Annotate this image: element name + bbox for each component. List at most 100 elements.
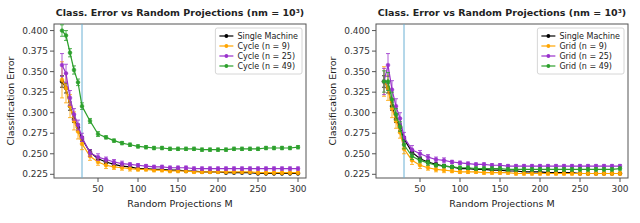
error-bar (546, 168, 550, 171)
y-tick (372, 153, 376, 154)
x-tick-label: 100 (129, 184, 146, 194)
y-tick (50, 174, 54, 175)
error-cap (76, 129, 80, 130)
error-bar (538, 172, 542, 175)
x-tick (178, 178, 179, 182)
y-tick-label: 0.350 (22, 67, 48, 77)
error-cap (68, 48, 72, 49)
error-bar (272, 146, 276, 149)
data-point (192, 147, 196, 151)
error-cap (398, 112, 402, 113)
series-line (62, 80, 298, 173)
error-bar (578, 172, 582, 175)
error-cap (96, 160, 100, 161)
x-tick (500, 178, 501, 182)
error-bar (546, 172, 550, 175)
data-point (232, 171, 236, 175)
data-point (618, 167, 622, 171)
data-point (426, 166, 430, 170)
error-bar (68, 91, 72, 106)
data-point (506, 167, 510, 171)
data-point (104, 135, 108, 139)
error-bar (76, 120, 80, 130)
data-point (554, 172, 558, 176)
x-tick (298, 178, 299, 182)
error-bar (76, 79, 80, 86)
y-tick (50, 112, 54, 113)
legend-box (537, 28, 624, 74)
error-bar (554, 168, 558, 171)
x-tick-label: 150 (169, 184, 186, 194)
data-point (610, 172, 614, 176)
data-point (514, 172, 518, 176)
data-point (240, 171, 244, 175)
error-bar (192, 147, 196, 150)
error-bar (506, 168, 510, 171)
data-point (120, 166, 124, 170)
data-point (64, 86, 68, 90)
y-tick (372, 92, 376, 93)
error-bar (280, 167, 284, 170)
data-point (64, 71, 68, 75)
error-bar (224, 167, 228, 170)
error-bar (530, 172, 534, 175)
error-bar (168, 147, 172, 150)
series (382, 54, 622, 168)
error-bar (256, 171, 260, 174)
y-tick (50, 71, 54, 72)
error-cap (386, 90, 390, 91)
error-bar (152, 146, 156, 149)
data-point (224, 167, 228, 171)
series (382, 76, 622, 176)
error-bar (120, 165, 124, 170)
data-point (232, 147, 236, 151)
error-bar (382, 68, 386, 94)
error-cap (402, 153, 406, 154)
error-bar (144, 146, 148, 149)
y-tick-label: 0.300 (344, 108, 370, 118)
y-tick-label: 0.375 (344, 46, 370, 56)
data-point (112, 160, 116, 164)
error-bar (192, 167, 196, 170)
data-point (280, 171, 284, 175)
data-point (104, 158, 108, 162)
error-bar (104, 162, 108, 169)
error-bar (104, 157, 108, 162)
legend-label: Grid (n = 25) (559, 52, 612, 61)
data-point (176, 147, 180, 151)
data-point (144, 145, 148, 149)
data-point (522, 172, 526, 176)
error-cap (96, 160, 100, 161)
y-tick-label: 0.225 (22, 169, 48, 179)
error-bar (418, 150, 422, 157)
y-tick (372, 71, 376, 72)
data-point (458, 170, 462, 174)
data-point (442, 168, 446, 172)
data-point (168, 147, 172, 151)
data-point (546, 167, 550, 171)
data-point (272, 167, 276, 171)
data-point (418, 158, 422, 162)
data-point (128, 163, 132, 167)
data-point (498, 167, 502, 171)
legend-box (215, 28, 302, 74)
error-bar (418, 158, 422, 163)
data-point (208, 148, 212, 152)
error-cap (64, 64, 68, 65)
data-point (490, 167, 494, 171)
error-cap (410, 159, 414, 160)
error-bar (450, 169, 454, 172)
x-tick (218, 178, 219, 182)
error-cap (382, 70, 386, 71)
error-bar (224, 148, 228, 151)
error-bar (168, 166, 172, 169)
error-bar (272, 167, 276, 170)
data-point (68, 51, 72, 55)
error-bar (112, 160, 116, 165)
error-bar (442, 164, 446, 167)
x-tick-label: 300 (289, 184, 306, 194)
error-bar (490, 167, 494, 170)
data-point (474, 167, 478, 171)
error-bar (570, 168, 574, 171)
error-cap (96, 153, 100, 154)
